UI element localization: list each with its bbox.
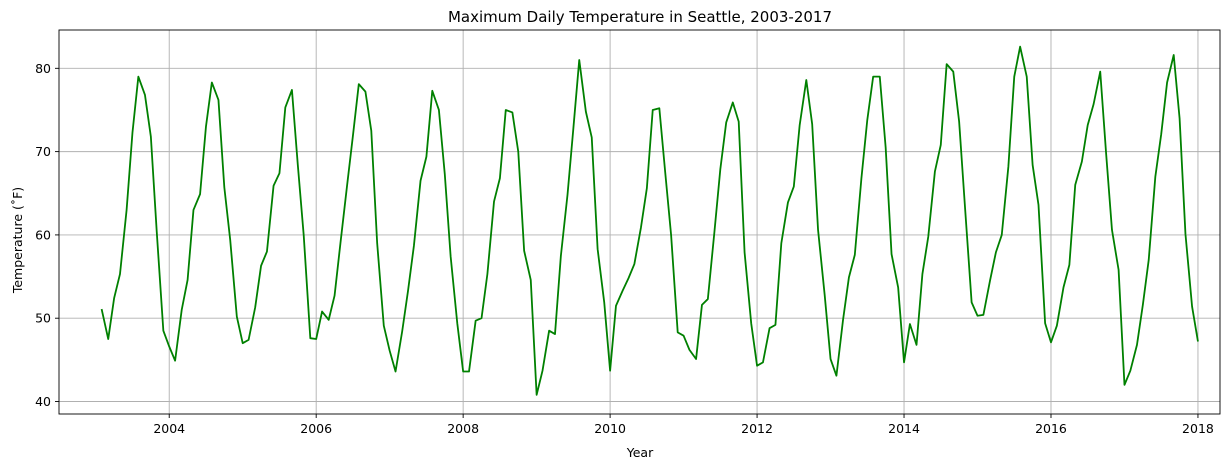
x-tick-label: 2004 [153, 421, 185, 436]
plot-area-frame [58, 29, 1221, 415]
x-tick-label: 2010 [594, 421, 626, 436]
x-tick-label: 2008 [447, 421, 479, 436]
chart-title: Maximum Daily Temperature in Seattle, 20… [448, 8, 832, 26]
temperature-series-line [100, 45, 1199, 396]
x-axis-label: Year [626, 445, 654, 460]
x-tick-label: 2012 [741, 421, 773, 436]
y-tick-label: 60 [35, 227, 51, 242]
y-tick-label: 70 [35, 144, 51, 159]
y-tick-label: 80 [35, 61, 51, 76]
y-axis-label: Temperature (˚F) [10, 187, 25, 294]
grid-lines [59, 30, 1220, 414]
x-tick-label: 2014 [888, 421, 920, 436]
x-tick-label: 2018 [1182, 421, 1214, 436]
x-tick-label: 2016 [1035, 421, 1067, 436]
y-tick-label: 50 [35, 311, 51, 326]
axis-ticks: 2004 2006 2008 2010 2012 2014 2016 2018 40 50 60 70… [35, 61, 1214, 436]
series-layer [100, 45, 1199, 396]
x-tick-label: 2006 [300, 421, 332, 436]
y-tick-label: 40 [35, 394, 51, 409]
